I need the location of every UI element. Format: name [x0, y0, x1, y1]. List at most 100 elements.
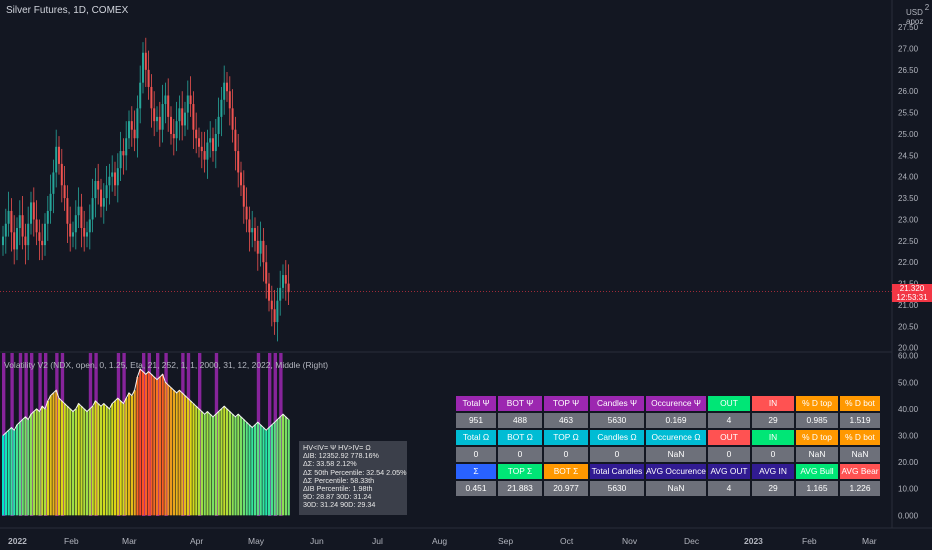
volatility-bar	[268, 427, 271, 516]
table-cell: % D bot	[840, 430, 880, 445]
candle-body	[16, 228, 18, 250]
volatility-bar	[206, 411, 209, 516]
volatility-bar	[150, 374, 153, 516]
time-tick-label: Aug	[432, 536, 447, 546]
table-cell: Σ	[456, 464, 496, 479]
volatility-bar	[214, 414, 217, 516]
table-cell: Occurence Ω	[646, 430, 706, 445]
volatility-bar	[164, 382, 167, 516]
indicator-tick-label: 50.00	[898, 378, 919, 387]
candle-body	[178, 108, 181, 122]
volatility-bar	[181, 392, 184, 516]
price-tick-label: 27.00	[898, 44, 919, 53]
candle-body	[74, 215, 77, 233]
volatility-bar	[259, 424, 262, 516]
price-tick-label: 23.50	[898, 194, 919, 203]
table-cell: BOT Ψ	[498, 396, 542, 411]
volatility-bar	[234, 416, 237, 516]
candle-body	[279, 287, 282, 301]
table-cell: AVG Bear	[840, 464, 880, 479]
candle-body	[195, 129, 198, 139]
volatility-bar	[139, 368, 142, 516]
volatility-bar	[4, 432, 7, 516]
volatility-bar	[30, 414, 33, 516]
table-cell: % D bot	[840, 396, 880, 411]
volatility-bar	[38, 411, 41, 516]
candle-body	[27, 223, 30, 246]
indicator-tick-label: 20.00	[898, 458, 919, 467]
time-tick-label: Feb	[802, 536, 817, 546]
stats-table: Total Ψ BOT Ψ TOP Ψ Candles Ψ Occurence Ψ OUT…	[456, 396, 882, 498]
volatility-bar	[147, 371, 150, 516]
table-cell: AVG Occurence	[646, 464, 706, 479]
volatility-bar	[212, 416, 215, 516]
candle-body	[240, 172, 242, 186]
currency-label[interactable]: USD apoz	[906, 8, 923, 26]
volatility-bar	[119, 400, 122, 516]
table-cell: AVG IN	[752, 464, 794, 479]
volatility-bar	[7, 430, 10, 516]
candle-body	[142, 52, 144, 83]
table-cell: 0	[456, 447, 496, 462]
volatility-bar	[248, 424, 251, 516]
volatility-bar	[156, 379, 159, 516]
candle-body	[116, 168, 119, 186]
volatility-bar	[198, 408, 201, 516]
table-cell: 4	[708, 481, 750, 496]
volatility-bar	[32, 411, 35, 516]
volatility-bar	[254, 424, 257, 516]
candle-body	[175, 121, 178, 139]
candle-body	[184, 112, 186, 126]
volatility-line	[2, 368, 289, 436]
volatility-bar	[44, 408, 47, 516]
volatility-bar	[46, 400, 49, 516]
volatility-bar	[122, 403, 125, 516]
candle-body	[287, 283, 290, 293]
candle-body	[24, 236, 27, 246]
candle-body	[128, 121, 130, 139]
volatility-bar	[102, 403, 105, 516]
volatility-bar	[86, 411, 89, 516]
table-row: 0.451 21.883 20.977 5630 NaN 4 29 1.165 1.226	[456, 481, 882, 496]
candle-body	[234, 129, 237, 152]
candle-body	[189, 95, 192, 105]
volatility-bar	[170, 387, 173, 516]
volatility-bar	[231, 414, 234, 516]
time-tick-label: May	[248, 536, 265, 546]
volatility-bar	[256, 422, 259, 516]
volatility-bar	[80, 406, 83, 516]
volatility-bar	[287, 419, 290, 516]
candle-body	[254, 228, 256, 241]
volatility-bar	[220, 408, 223, 516]
table-cell: NaN	[646, 481, 706, 496]
candle-body	[30, 202, 32, 224]
candle-body	[217, 116, 220, 134]
candle-body	[200, 146, 203, 152]
candle-body	[231, 108, 234, 130]
time-tick-label: Jul	[372, 536, 383, 546]
table-cell: Candles Ω	[590, 430, 644, 445]
table-cell: 0.985	[796, 413, 838, 428]
candle-body	[265, 262, 268, 284]
volatility-bar	[2, 435, 5, 516]
volatility-bar	[161, 374, 164, 516]
chart-title: Silver Futures, 1D, COMEX	[6, 5, 129, 16]
volatility-bar	[200, 411, 203, 516]
table-cell: 0	[752, 447, 794, 462]
tooltip-line: ΔIB: 12352.92 778.16%	[303, 451, 379, 461]
currency-overflow: 2	[924, 3, 930, 12]
time-tick-label: 2023	[744, 536, 763, 546]
volatility-bar	[72, 411, 75, 516]
table-cell: NaN	[840, 447, 880, 462]
volatility-bar	[13, 430, 16, 516]
time-tick-label: 2022	[8, 536, 27, 546]
volatility-bar	[63, 403, 66, 516]
volatility-bar	[94, 400, 97, 516]
candle-body	[130, 121, 133, 130]
indicator-label[interactable]: Volatility V2 (NDX, open, 0, 1.25, Eta, …	[4, 360, 329, 370]
table-cell: 0	[544, 447, 588, 462]
volatility-bar	[91, 406, 94, 516]
table-row: Total Ω BOT Ω TOP Ω Candles Ω Occurence Ω OUT…	[456, 430, 882, 445]
candle-body	[41, 240, 44, 246]
